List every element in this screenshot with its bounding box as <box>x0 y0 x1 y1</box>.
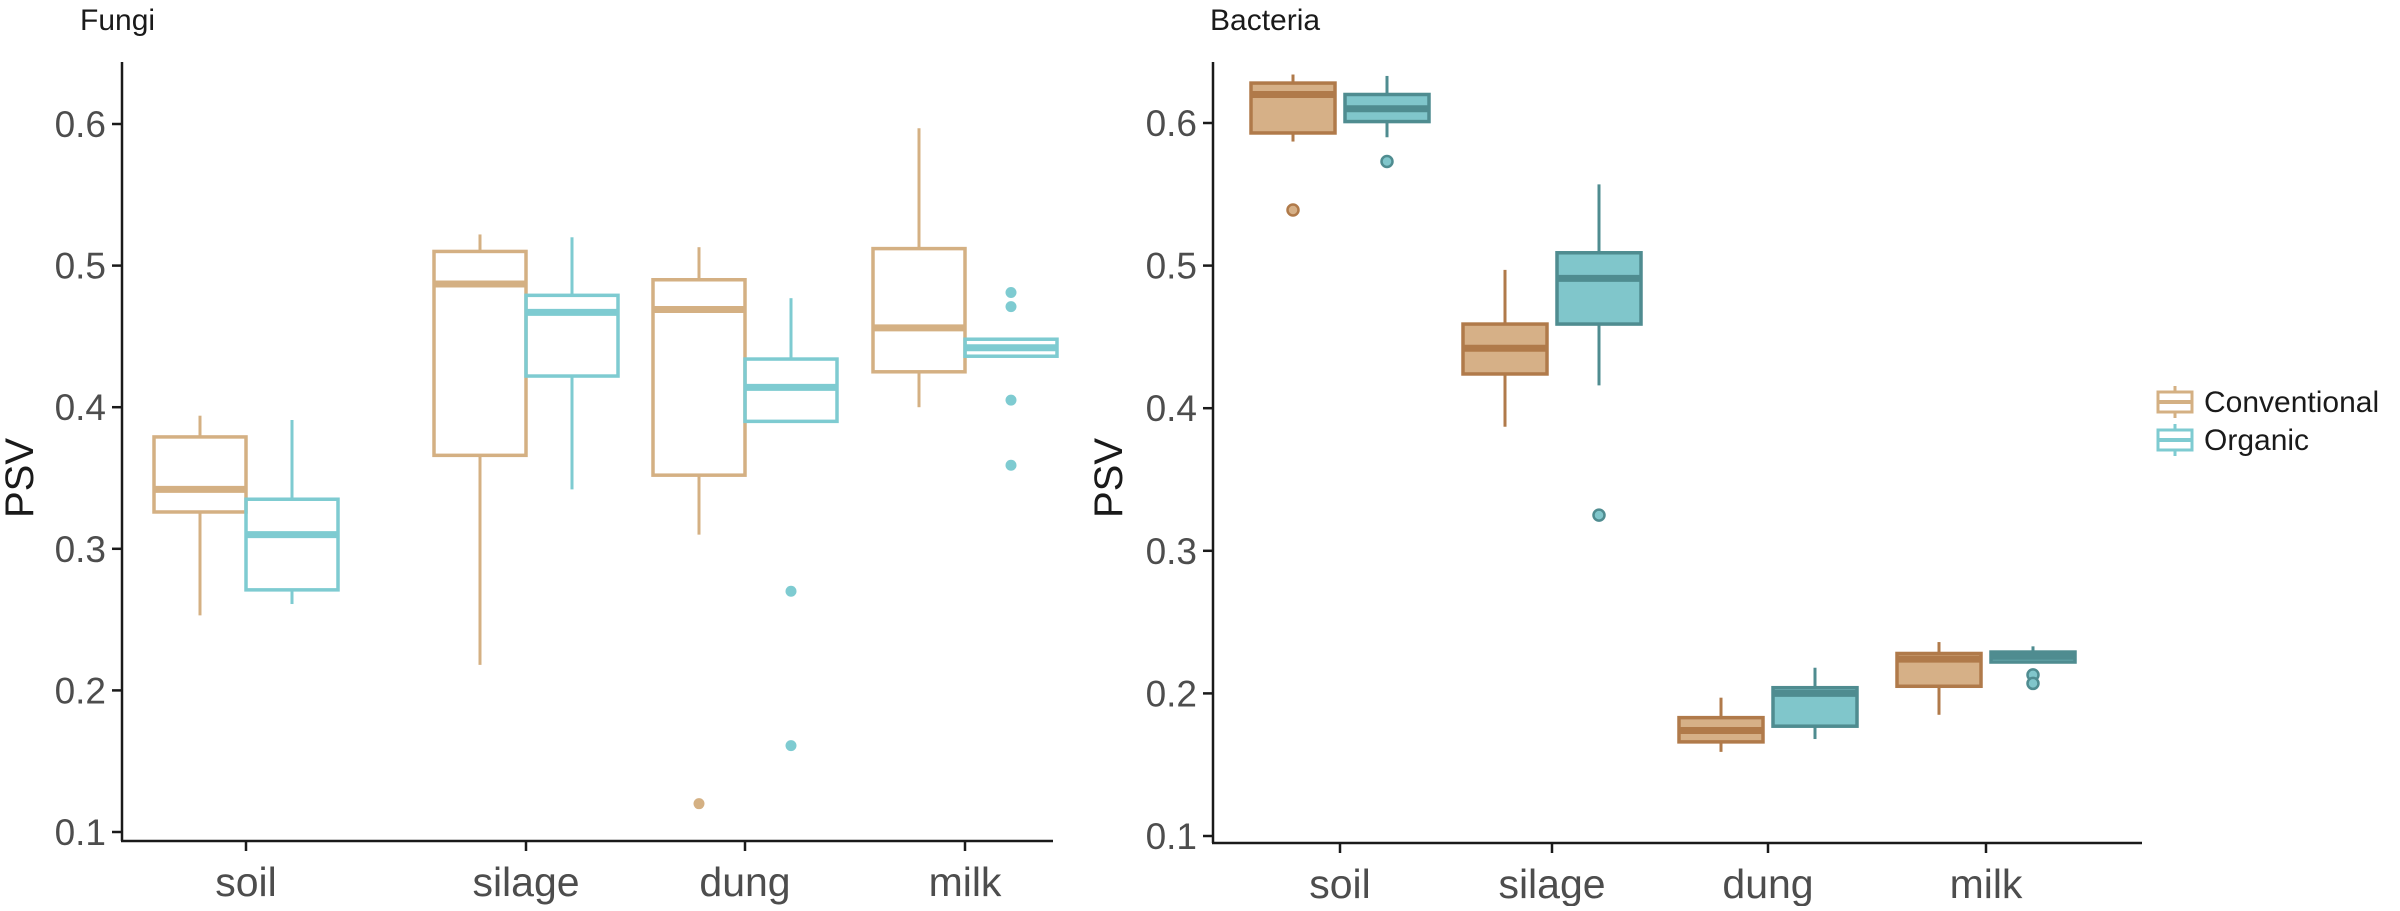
bacteria-panel-title: Bacteria <box>1210 4 1320 37</box>
fungi-y-tick-label: 0.2 <box>55 670 106 711</box>
bacteria-y-axis-title: PSV <box>1087 438 1131 518</box>
fungi-panel: Fungi PSV 0.1 0.2 0.3 0.4 0.5 0.6 soil silage d… <box>0 4 1059 905</box>
fungi-x-tick-label-dung: dung <box>699 859 790 905</box>
bacteria-y-tick-label: 0.2 <box>1146 673 1197 714</box>
bacteria-box-organic-soil <box>1343 75 1431 169</box>
outlier-point <box>1592 508 1606 522</box>
outlier-point <box>2026 676 2040 691</box>
fungi-panel-title: Fungi <box>80 4 155 37</box>
fungi-box-organic-silage <box>524 237 620 490</box>
bacteria-box-conventional-milk <box>1895 642 1983 715</box>
outlier-point <box>785 585 797 597</box>
fungi-box-organic-soil <box>244 419 340 605</box>
fungi-y-tick-label: 0.4 <box>55 387 106 428</box>
fungi-y-tick-label: 0.1 <box>55 812 106 853</box>
fungi-y-tick-label: 0.6 <box>55 104 106 145</box>
legend-key-conventional <box>2156 386 2194 418</box>
iqr-box <box>1555 251 1643 326</box>
fungi-y-tick-label: 0.3 <box>55 529 106 570</box>
outlier-point <box>693 798 705 810</box>
outlier-point <box>1005 287 1017 299</box>
bacteria-panel: Bacteria PSV 0.1 0.2 0.3 0.4 0.5 0.6 soil sila… <box>1087 4 2142 907</box>
outlier-point <box>1380 154 1394 169</box>
legend-key-organic <box>2156 424 2194 456</box>
outlier-point <box>1005 459 1017 471</box>
bacteria-x-tick-label-dung: dung <box>1722 861 1813 906</box>
fungi-box-conventional-silage <box>432 234 528 665</box>
bacteria-y-ticks: 0.1 0.2 0.3 0.4 0.5 0.6 <box>1146 103 1213 857</box>
bacteria-y-tick-label: 0.5 <box>1146 246 1197 287</box>
fungi-x-tick-label-soil: soil <box>215 859 277 905</box>
bacteria-y-tick-label: 0.3 <box>1146 531 1197 572</box>
outlier-point <box>785 740 797 752</box>
legend-item-organic: Organic <box>2156 424 2309 457</box>
iqr-box <box>152 435 248 514</box>
iqr-box <box>244 497 340 592</box>
bacteria-box-organic-milk <box>1989 646 2077 691</box>
bacteria-box-organic-silage <box>1555 184 1643 522</box>
fungi-x-ticks: soil silage dung milk <box>215 841 1002 905</box>
fungi-box-conventional-dung <box>651 247 747 810</box>
fungi-box-conventional-milk <box>871 128 967 408</box>
legend-item-conventional: Conventional <box>2156 386 2379 419</box>
bacteria-boxes <box>1249 74 2077 752</box>
fungi-y-ticks: 0.1 0.2 0.3 0.4 0.5 0.6 <box>55 104 122 853</box>
fungi-box-organic-dung <box>743 298 839 752</box>
bacteria-box-organic-dung <box>1771 667 1859 740</box>
outlier-point <box>1005 301 1017 313</box>
bacteria-x-tick-label-milk: milk <box>1950 861 2023 906</box>
bacteria-box-conventional-silage <box>1461 269 1549 427</box>
legend: Conventional Organic <box>2156 386 2379 457</box>
bacteria-x-tick-label-silage: silage <box>1498 861 1605 906</box>
iqr-box <box>524 293 620 378</box>
fungi-box-conventional-soil <box>152 415 248 616</box>
fungi-y-axis-title: PSV <box>0 438 42 518</box>
legend-label-conventional: Conventional <box>2204 386 2379 419</box>
fungi-y-tick-label: 0.5 <box>55 246 106 287</box>
iqr-box <box>871 246 967 374</box>
bacteria-x-tick-label-soil: soil <box>1309 861 1371 906</box>
bacteria-y-tick-label: 0.6 <box>1146 103 1197 144</box>
outlier-point <box>1005 394 1017 406</box>
bacteria-box-conventional-soil <box>1249 74 1337 217</box>
bacteria-x-ticks: soil silage dung milk <box>1309 843 2023 907</box>
bacteria-y-tick-label: 0.4 <box>1146 388 1197 429</box>
fungi-x-tick-label-silage: silage <box>472 859 579 905</box>
iqr-box <box>1249 81 1337 135</box>
bacteria-y-tick-label: 0.1 <box>1146 816 1197 857</box>
fungi-box-organic-milk <box>963 287 1059 471</box>
bacteria-box-conventional-dung <box>1677 697 1765 752</box>
fungi-boxes <box>152 128 1059 810</box>
legend-label-organic: Organic <box>2204 424 2309 457</box>
outlier-point <box>1286 203 1300 217</box>
fungi-x-tick-label-milk: milk <box>929 859 1002 905</box>
